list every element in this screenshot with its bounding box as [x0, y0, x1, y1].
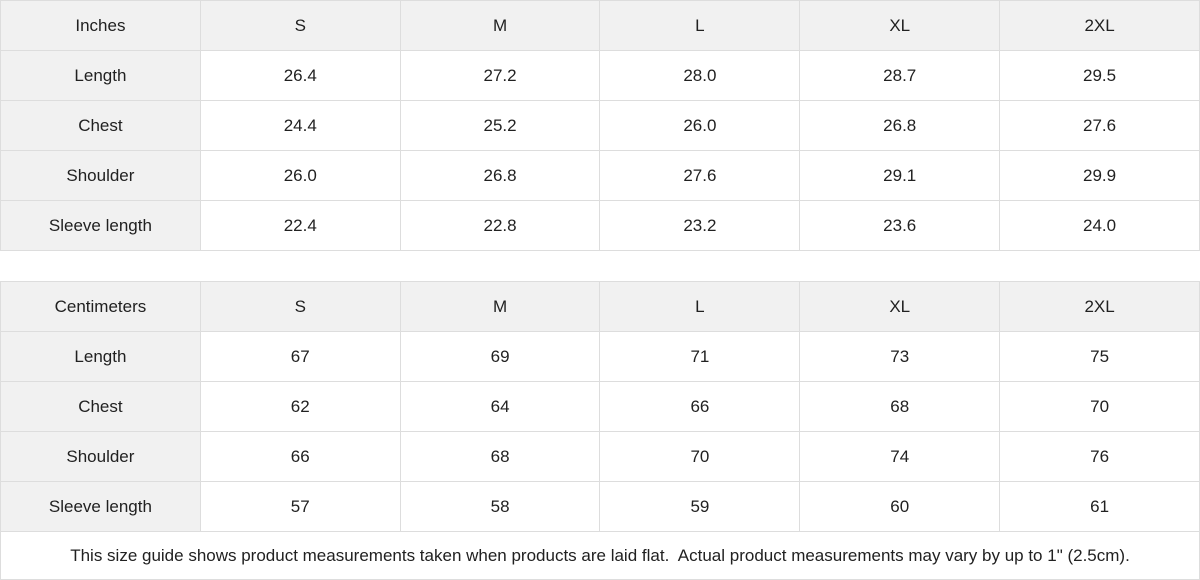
value-cell: 22.8	[399, 200, 601, 251]
value-cell: 28.0	[599, 50, 801, 101]
row-label-cell: Length	[0, 50, 201, 101]
size-header-xl: XL	[799, 0, 1001, 51]
table-gap	[0, 251, 1200, 281]
value-cell: 70	[599, 431, 801, 482]
centimeters-row-length: Length 67 69 71 73 75	[0, 331, 1200, 382]
row-label-cell: Sleeve length	[0, 200, 201, 251]
value-cell: 24.4	[199, 100, 401, 151]
value-cell: 24.0	[999, 200, 1200, 251]
value-cell: 76	[999, 431, 1200, 482]
row-label-cell: Length	[0, 331, 201, 382]
value-cell: 29.9	[999, 150, 1200, 201]
value-cell: 69	[399, 331, 601, 382]
size-header-s: S	[199, 0, 401, 51]
centimeters-size-table: Centimeters S M L XL 2XL Length 67 69 71…	[0, 281, 1200, 532]
centimeters-row-shoulder: Shoulder 66 68 70 74 76	[0, 431, 1200, 482]
row-label-cell: Shoulder	[0, 150, 201, 201]
value-cell: 74	[799, 431, 1001, 482]
size-header-2xl: 2XL	[999, 0, 1200, 51]
value-cell: 26.0	[599, 100, 801, 151]
value-cell: 68	[399, 431, 601, 482]
value-cell: 62	[199, 381, 401, 432]
centimeters-unit-label-cell: Centimeters	[0, 281, 201, 332]
value-cell: 68	[799, 381, 1001, 432]
value-cell: 59	[599, 481, 801, 532]
size-header-l: L	[599, 281, 801, 332]
inches-row-shoulder: Shoulder 26.0 26.8 27.6 29.1 29.9	[0, 150, 1200, 201]
centimeters-header-row: Centimeters S M L XL 2XL	[0, 281, 1200, 332]
row-label-cell: Sleeve length	[0, 481, 201, 532]
value-cell: 23.6	[799, 200, 1001, 251]
value-cell: 26.8	[799, 100, 1001, 151]
value-cell: 60	[799, 481, 1001, 532]
value-cell: 26.0	[199, 150, 401, 201]
value-cell: 71	[599, 331, 801, 382]
value-cell: 29.5	[999, 50, 1200, 101]
size-header-xl: XL	[799, 281, 1001, 332]
inches-unit-label-cell: Inches	[0, 0, 201, 51]
row-label-cell: Chest	[0, 100, 201, 151]
value-cell: 70	[999, 381, 1200, 432]
value-cell: 75	[999, 331, 1200, 382]
value-cell: 61	[999, 481, 1200, 532]
inches-row-chest: Chest 24.4 25.2 26.0 26.8 27.6	[0, 100, 1200, 151]
value-cell: 27.2	[399, 50, 601, 101]
value-cell: 64	[399, 381, 601, 432]
size-header-l: L	[599, 0, 801, 51]
centimeters-row-sleeve-length: Sleeve length 57 58 59 60 61	[0, 481, 1200, 532]
size-guide-footer-note: This size guide shows product measuremen…	[0, 532, 1200, 580]
inches-row-length: Length 26.4 27.2 28.0 28.7 29.5	[0, 50, 1200, 101]
value-cell: 28.7	[799, 50, 1001, 101]
size-header-m: M	[399, 281, 601, 332]
size-header-2xl: 2XL	[999, 281, 1200, 332]
size-header-s: S	[199, 281, 401, 332]
inches-header-row: Inches S M L XL 2XL	[0, 0, 1200, 51]
inches-size-table: Inches S M L XL 2XL Length 26.4 27.2 28.…	[0, 0, 1200, 251]
value-cell: 58	[399, 481, 601, 532]
value-cell: 27.6	[999, 100, 1200, 151]
value-cell: 27.6	[599, 150, 801, 201]
value-cell: 23.2	[599, 200, 801, 251]
value-cell: 73	[799, 331, 1001, 382]
value-cell: 26.8	[399, 150, 601, 201]
centimeters-row-chest: Chest 62 64 66 68 70	[0, 381, 1200, 432]
value-cell: 66	[599, 381, 801, 432]
value-cell: 29.1	[799, 150, 1001, 201]
value-cell: 25.2	[399, 100, 601, 151]
value-cell: 22.4	[199, 200, 401, 251]
row-label-cell: Shoulder	[0, 431, 201, 482]
inches-row-sleeve-length: Sleeve length 22.4 22.8 23.2 23.6 24.0	[0, 200, 1200, 251]
size-header-m: M	[399, 0, 601, 51]
value-cell: 57	[199, 481, 401, 532]
value-cell: 66	[199, 431, 401, 482]
value-cell: 26.4	[199, 50, 401, 101]
value-cell: 67	[199, 331, 401, 382]
row-label-cell: Chest	[0, 381, 201, 432]
